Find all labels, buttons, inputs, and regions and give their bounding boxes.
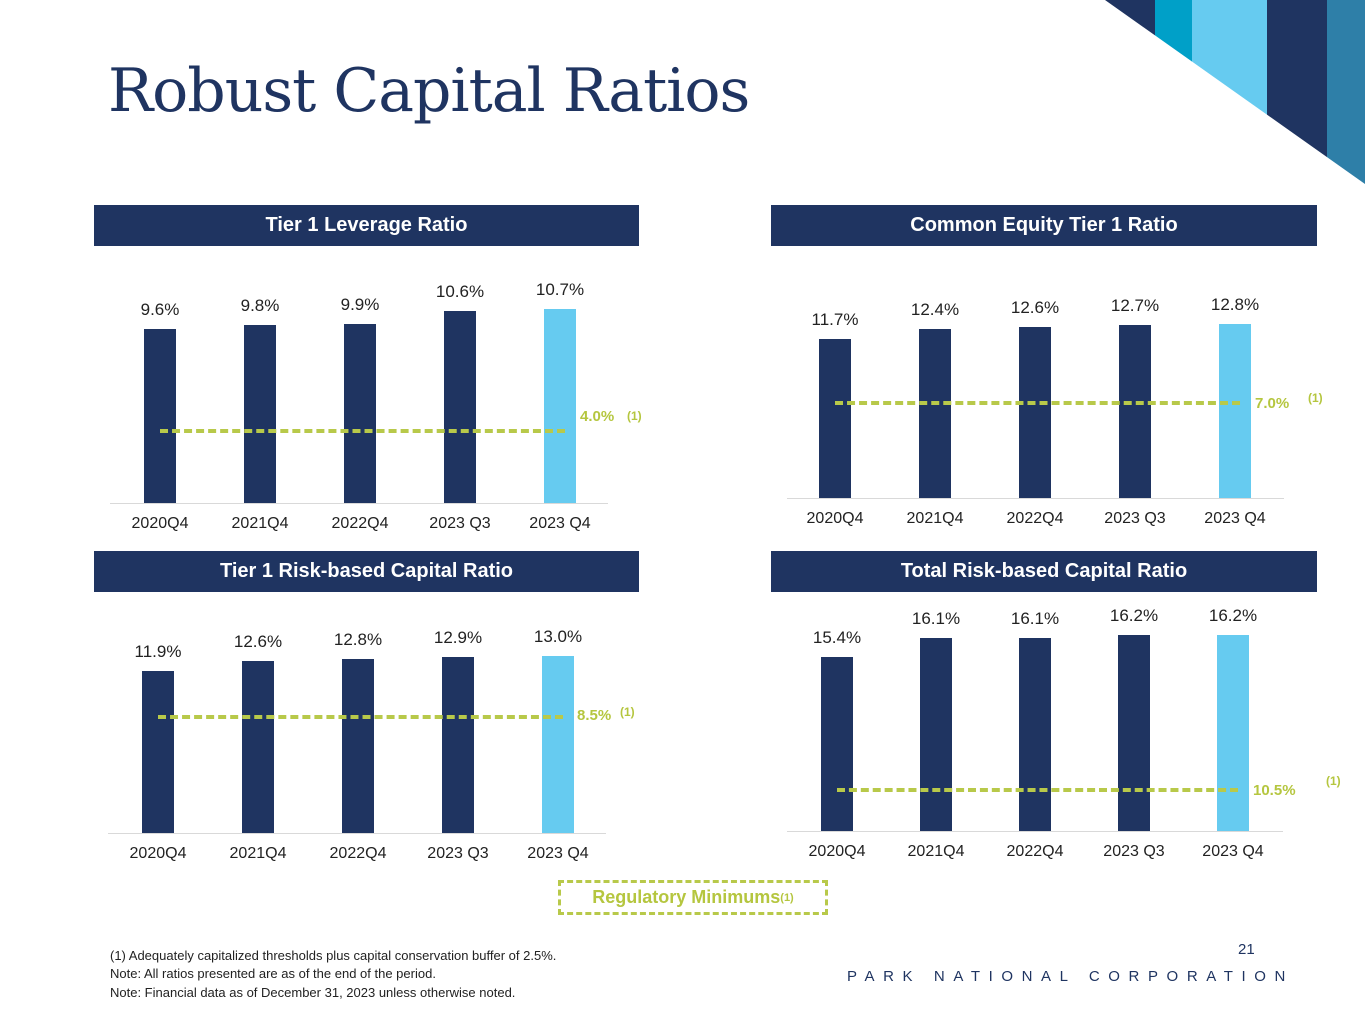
bar	[1019, 637, 1051, 831]
x-tick-label: 2022Q4	[1006, 843, 1064, 860]
x-tick-label: 2022Q4	[1006, 510, 1064, 527]
x-tick-label: 2023 Q4	[527, 845, 589, 862]
data-label: 10.6%	[435, 281, 485, 301]
bar	[242, 661, 274, 833]
footnote-3: Note: Financial data as of December 31, …	[110, 985, 516, 1000]
data-label: 9.6%	[140, 300, 180, 319]
x-tick-label: 2023 Q3	[1103, 843, 1165, 860]
bar	[821, 657, 853, 831]
x-tick-label: 2020Q4	[129, 845, 187, 862]
x-tick-label: 2021Q4	[229, 845, 287, 862]
bar	[1119, 325, 1151, 498]
x-tick-label: 2022Q4	[329, 845, 387, 862]
legend-regulatory-minimums: Regulatory Minimums (1)	[558, 880, 828, 915]
data-label: 13.0%	[533, 627, 583, 647]
x-tick-label: 2023 Q4	[1204, 510, 1266, 527]
threshold-label: 7.0%	[1255, 394, 1290, 412]
x-tick-label: 2023 Q3	[427, 845, 489, 862]
bar	[919, 329, 951, 498]
threshold-label: 4.0%	[580, 407, 615, 425]
data-label: 11.7%	[811, 310, 859, 329]
legend-note: (1)	[780, 891, 794, 904]
x-tick-label: 2023 Q3	[1104, 510, 1166, 527]
data-label: 16.2%	[1208, 606, 1258, 626]
threshold-line	[158, 715, 563, 720]
bar	[544, 309, 576, 503]
x-tick-label: 2020Q4	[806, 510, 864, 527]
bar	[142, 671, 174, 833]
x-tick-label: 2021Q4	[906, 510, 964, 527]
bar	[542, 656, 574, 833]
x-axis-line	[110, 503, 608, 504]
data-label: 10.7%	[535, 280, 585, 300]
x-axis-line	[108, 833, 606, 834]
x-axis-line	[787, 498, 1284, 499]
data-label: 12.8%	[333, 629, 383, 649]
threshold-label: 10.5%	[1253, 782, 1296, 800]
company-name: PARK NATIONAL CORPORATION	[847, 968, 1294, 985]
threshold-note: (1)	[620, 705, 635, 720]
page-number: 21	[1238, 941, 1255, 958]
data-label: 16.1%	[911, 608, 961, 628]
data-label: 12.6%	[233, 632, 283, 652]
data-label: 12.7%	[1110, 296, 1160, 316]
page-title: Robust Capital Ratios	[108, 56, 750, 126]
legend-label: Regulatory Minimums	[592, 887, 781, 907]
data-label: 12.6%	[1010, 297, 1060, 317]
data-label: 9.8%	[240, 296, 280, 316]
footnote-1: (1) Adequately capitalized thresholds pl…	[110, 948, 557, 963]
footnote-2: Note: All ratios presented are as of the…	[110, 966, 436, 981]
data-label: 15.4%	[812, 628, 862, 647]
bar	[342, 658, 374, 833]
chart-title: Tier 1 Risk-based Capital Ratio	[94, 551, 639, 592]
threshold-note: (1)	[1326, 774, 1341, 789]
x-tick-label: 2021Q4	[231, 515, 289, 532]
bar	[819, 339, 851, 498]
data-label: 16.1%	[1010, 608, 1060, 628]
x-tick-label: 2023 Q4	[529, 515, 591, 532]
x-tick-label: 2023 Q3	[429, 515, 491, 532]
data-label: 12.9%	[433, 628, 483, 648]
bar	[144, 329, 176, 503]
data-label: 12.8%	[1210, 295, 1260, 315]
threshold-line	[160, 428, 565, 433]
bar	[1118, 635, 1150, 831]
threshold-line	[837, 788, 1238, 793]
x-tick-label: 2020Q4	[131, 515, 189, 532]
corner-stripes-decoration	[1105, 0, 1365, 184]
x-tick-label: 2022Q4	[331, 515, 389, 532]
threshold-note: (1)	[627, 408, 642, 423]
x-tick-label: 2020Q4	[808, 843, 866, 860]
data-label: 11.9%	[134, 642, 182, 661]
x-tick-label: 2021Q4	[907, 843, 965, 860]
data-label: 9.9%	[340, 294, 380, 314]
bar	[1219, 324, 1251, 498]
data-label: 16.2%	[1109, 606, 1159, 626]
threshold-label: 8.5%	[577, 707, 612, 725]
bar	[1019, 326, 1051, 498]
threshold-line	[835, 400, 1240, 405]
x-axis-line	[787, 831, 1283, 832]
bar	[920, 637, 952, 831]
bar	[244, 325, 276, 503]
x-tick-label: 2023 Q4	[1202, 843, 1264, 860]
threshold-note: (1)	[1308, 390, 1323, 405]
bar	[344, 323, 376, 503]
chart-title: Total Risk-based Capital Ratio	[771, 551, 1317, 592]
bar	[442, 657, 474, 833]
bar	[1217, 635, 1249, 831]
bar	[444, 310, 476, 503]
chart-title: Common Equity Tier 1 Ratio	[771, 205, 1317, 246]
data-label: 12.4%	[910, 300, 960, 320]
chart-title: Tier 1 Leverage Ratio	[94, 205, 639, 246]
